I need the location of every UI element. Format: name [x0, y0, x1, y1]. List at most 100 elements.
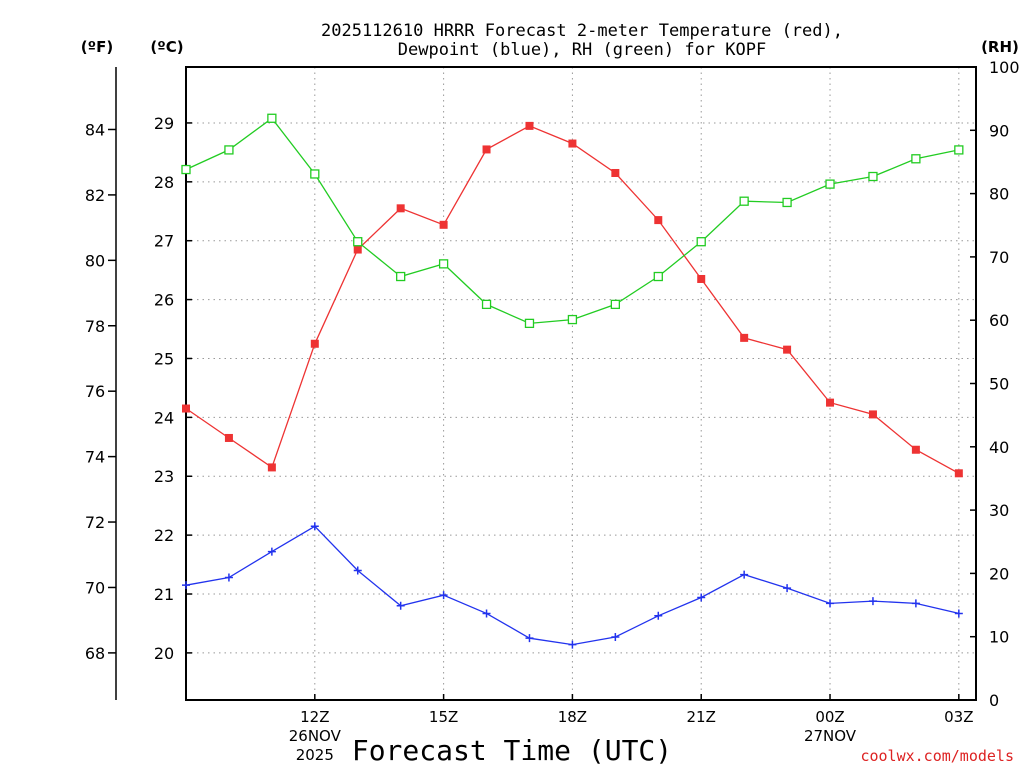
data-point: [481, 299, 492, 310]
series-dewpoint: [182, 522, 963, 649]
data-point: [267, 113, 277, 123]
data-point: [224, 433, 233, 442]
celsius-tick-label: 21: [154, 585, 174, 604]
data-point: [310, 169, 320, 179]
data-point: [182, 404, 190, 413]
data-point: [868, 410, 877, 419]
data-point: [697, 593, 706, 602]
data-point: [525, 121, 534, 130]
fahrenheit-tick-label: 76: [85, 382, 105, 401]
data-point: [396, 204, 405, 213]
data-point: [740, 570, 749, 579]
fahrenheit-tick-label: 72: [85, 513, 105, 532]
fahrenheit-tick-label: 84: [85, 120, 105, 139]
celsius-tick-label: 22: [154, 526, 174, 545]
x-date-label: 27NOV: [804, 727, 857, 745]
celsius-unit-label: (ºC): [150, 38, 183, 56]
data-point: [826, 398, 835, 407]
rh-tick-label: 40: [989, 438, 1009, 457]
celsius-tick-label: 27: [154, 232, 174, 251]
celsius-tick-label: 25: [154, 349, 174, 368]
x-tick-label: 03Z: [944, 708, 973, 726]
x-tick-label: 15Z: [429, 708, 458, 726]
rh-tick-label: 80: [989, 185, 1009, 204]
rh-tick-label: 60: [989, 311, 1009, 330]
data-point: [181, 164, 191, 175]
rh-tick-label: 30: [989, 501, 1009, 520]
data-point: [396, 601, 405, 610]
fahrenheit-tick-label: 80: [85, 251, 105, 270]
data-point: [353, 566, 362, 575]
data-point: [224, 145, 234, 155]
data-point: [954, 469, 963, 478]
data-point: [439, 591, 448, 600]
gridlines: [186, 67, 976, 700]
data-point: [654, 611, 663, 620]
data-point: [267, 463, 276, 472]
series-relative-humidity: [181, 113, 964, 329]
x-date-label: 26NOV: [289, 727, 342, 745]
fahrenheit-tick-label: 74: [85, 448, 105, 467]
fahrenheit-unit-label: (ºF): [81, 38, 113, 56]
data-point: [610, 299, 620, 310]
data-point: [482, 145, 491, 154]
rh-tick-label: 50: [989, 375, 1009, 394]
celsius-tick-label: 20: [154, 644, 174, 663]
rh-tick-label: 100: [989, 58, 1020, 77]
data-point: [438, 259, 449, 269]
rh-tick-label: 90: [989, 121, 1009, 140]
data-point: [353, 245, 362, 254]
data-point: [740, 333, 749, 342]
data-point: [396, 271, 406, 282]
chart-title-line-1: 2025112610 HRRR Forecast 2-meter Tempera…: [321, 21, 843, 41]
rh-tick-label: 70: [989, 248, 1009, 267]
data-point: [525, 634, 534, 643]
data-point: [783, 345, 792, 354]
rh-unit-label: (RH): [981, 38, 1019, 56]
data-point: [611, 168, 620, 177]
data-point: [826, 599, 835, 608]
celsius-tick-label: 23: [154, 467, 174, 486]
x-year-label: 2025: [296, 746, 334, 764]
data-point: [783, 584, 792, 593]
data-point: [911, 154, 921, 164]
data-point: [568, 139, 577, 148]
data-point: [697, 274, 706, 283]
series-temperature: [182, 121, 963, 478]
rh-tick-label: 10: [989, 628, 1009, 647]
x-tick-label: 21Z: [687, 708, 716, 726]
data-point: [653, 271, 663, 282]
data-point: [353, 237, 363, 247]
rh-tick-label: 20: [989, 564, 1009, 583]
axes: [115, 66, 977, 701]
x-tick-label: 12Z: [300, 708, 329, 726]
data-point: [954, 609, 963, 618]
fahrenheit-tick-label: 82: [85, 186, 105, 205]
data-point: [611, 632, 620, 641]
data-point: [439, 220, 448, 229]
credit-text: coolwx.com/models: [860, 747, 1014, 765]
fahrenheit-tick-label: 78: [85, 317, 105, 336]
celsius-tick-label: 29: [154, 114, 174, 133]
data-point: [568, 640, 577, 649]
data-point: [182, 581, 190, 590]
data-point: [868, 597, 877, 606]
data-point: [654, 216, 663, 225]
celsius-tick-label: 28: [154, 173, 174, 192]
data-point: [739, 196, 749, 206]
data-point: [567, 314, 578, 325]
chart-title-line-2: Dewpoint (blue), RH (green) for KOPF: [398, 40, 766, 60]
data-series: [181, 113, 964, 649]
fahrenheit-tick-label: 70: [85, 578, 105, 597]
x-axis-label: Forecast Time (UTC): [352, 734, 672, 767]
x-tick-label: 00Z: [815, 708, 844, 726]
data-point: [782, 197, 792, 208]
data-point: [224, 573, 233, 582]
data-point: [310, 339, 319, 348]
data-point: [911, 599, 920, 608]
data-point: [482, 609, 491, 618]
data-point: [267, 547, 276, 556]
data-point: [868, 171, 878, 182]
